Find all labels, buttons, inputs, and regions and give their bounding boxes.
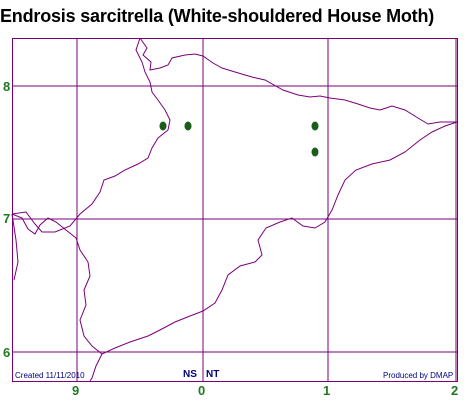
x-tick-label: 2	[451, 383, 459, 398]
y-tick-label: 6	[3, 345, 11, 360]
x-tick-label: 9	[72, 383, 80, 398]
record-dot	[311, 121, 319, 131]
coastline	[11, 37, 458, 382]
map-frame	[12, 38, 458, 382]
x-tick-label: 0	[198, 383, 206, 398]
record-dots	[159, 121, 319, 157]
x-tick-label: 1	[323, 383, 331, 398]
record-dot	[159, 121, 167, 131]
y-tick-label: 8	[3, 79, 11, 94]
created-date: Created 11/11/2010	[15, 371, 85, 380]
map-title: Endrosis sarcitrella (White-shouldered H…	[0, 6, 435, 26]
produced-by: Produced by DMAP	[383, 371, 454, 380]
grid-square-label-nt: NT	[206, 369, 220, 380]
record-dot	[311, 147, 319, 157]
record-dot	[184, 121, 192, 131]
y-tick-label: 7	[3, 211, 11, 226]
grid-lines	[12, 38, 457, 381]
grid-square-label-ns: NS	[183, 369, 197, 380]
